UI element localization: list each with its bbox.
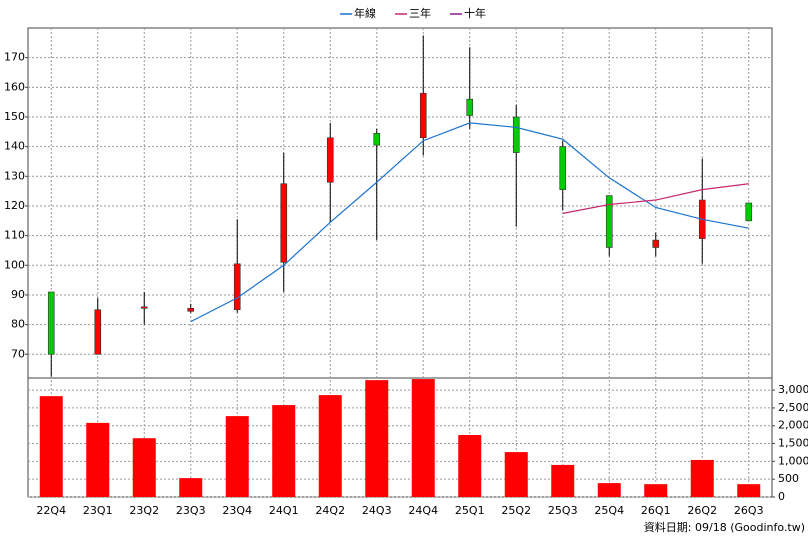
x-tick-label: 25Q3 bbox=[548, 504, 578, 517]
plot-area bbox=[27, 27, 773, 498]
y-tick-label: 130 bbox=[4, 169, 25, 182]
y-tick-label: 120 bbox=[4, 199, 25, 212]
candle-body bbox=[605, 195, 613, 248]
footer-note: 資料日期: 09/18 (Goodinfo.tw) bbox=[644, 520, 805, 534]
y2-tick-label: 1,000 bbox=[778, 454, 808, 467]
y2-tick-label: 500 bbox=[778, 472, 799, 485]
x-tick-label: 24Q1 bbox=[269, 504, 299, 517]
x-tick-label: 24Q4 bbox=[408, 504, 438, 517]
x-tick-label: 22Q4 bbox=[36, 504, 66, 517]
y2-tick-label: 3,000 bbox=[778, 383, 808, 396]
volume-bar bbox=[132, 438, 156, 497]
volume-bar bbox=[551, 464, 575, 497]
x-tick-label: 26Q2 bbox=[687, 504, 717, 517]
y-tick-label: 90 bbox=[11, 288, 25, 301]
candle-body bbox=[419, 92, 427, 139]
y2-tick-label: 1,500 bbox=[778, 437, 808, 450]
x-tick-label: 23Q1 bbox=[83, 504, 113, 517]
volume-bar bbox=[597, 483, 621, 497]
candle-body bbox=[745, 202, 753, 222]
volume-bar bbox=[690, 459, 714, 497]
y-tick-label: 70 bbox=[11, 347, 25, 360]
volume-bar bbox=[644, 484, 668, 497]
y2-tick-label: 2,500 bbox=[778, 401, 808, 414]
legend-label: 三年 bbox=[409, 6, 431, 20]
x-tick-label: 26Q3 bbox=[734, 504, 764, 517]
candle-body bbox=[94, 309, 102, 355]
y-tick-label: 170 bbox=[4, 51, 25, 64]
candle-body bbox=[652, 239, 660, 248]
volume-bar bbox=[318, 395, 342, 497]
candle-body bbox=[233, 263, 241, 311]
y-tick-label: 100 bbox=[4, 258, 25, 271]
y2-tick-label: 0 bbox=[778, 490, 785, 503]
y-tick-label: 140 bbox=[4, 140, 25, 153]
volume-bar bbox=[504, 452, 528, 497]
x-tick-label: 25Q4 bbox=[594, 504, 624, 517]
candle-body bbox=[140, 306, 148, 309]
volume-bar bbox=[225, 416, 249, 497]
x-tick-label: 26Q1 bbox=[641, 504, 671, 517]
volume-bar bbox=[458, 435, 482, 497]
candle-body bbox=[512, 116, 520, 153]
candle-body bbox=[280, 183, 288, 263]
volume-bar bbox=[179, 478, 203, 497]
x-tick-label: 24Q3 bbox=[362, 504, 392, 517]
candle-body bbox=[559, 146, 567, 190]
volume-bar bbox=[365, 380, 389, 497]
x-tick-label: 25Q2 bbox=[501, 504, 531, 517]
x-tick-label: 23Q2 bbox=[129, 504, 159, 517]
y-tick-label: 160 bbox=[4, 80, 25, 93]
candle-body bbox=[47, 291, 55, 355]
candle-body bbox=[373, 132, 381, 146]
candle-body bbox=[466, 98, 474, 116]
line-series bbox=[562, 183, 749, 214]
volume-bar bbox=[411, 379, 435, 497]
volume-bar bbox=[272, 405, 296, 497]
y2-tick-label: 2,000 bbox=[778, 419, 808, 432]
line-series bbox=[190, 122, 749, 323]
legend-label: 十年 bbox=[464, 6, 486, 20]
y-tick-label: 150 bbox=[4, 110, 25, 123]
y-tick-label: 110 bbox=[4, 229, 25, 242]
volume-bar bbox=[86, 422, 110, 497]
x-tick-label: 24Q2 bbox=[315, 504, 345, 517]
volume-bar bbox=[39, 396, 63, 497]
x-tick-label: 23Q4 bbox=[222, 504, 252, 517]
x-tick-label: 23Q3 bbox=[176, 504, 206, 517]
x-tick-label: 25Q1 bbox=[455, 504, 485, 517]
candle-body bbox=[187, 307, 195, 312]
volume-bar bbox=[737, 484, 761, 497]
legend-label: 年線 bbox=[354, 6, 376, 20]
y-tick-label: 80 bbox=[11, 318, 25, 331]
candle-body bbox=[326, 137, 334, 183]
